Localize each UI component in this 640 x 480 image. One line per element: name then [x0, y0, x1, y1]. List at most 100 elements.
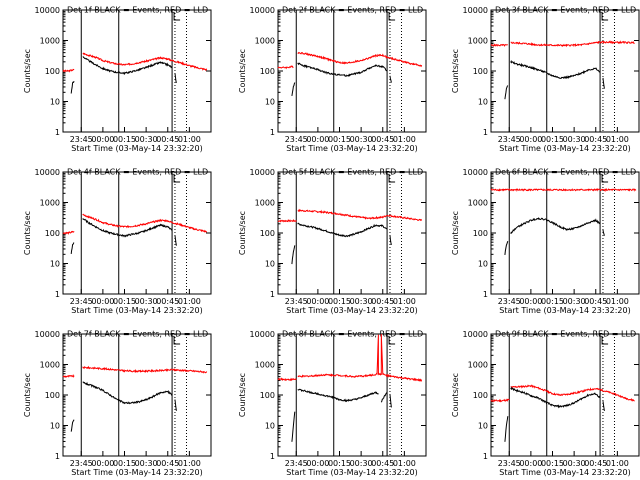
lld-series-line [82, 213, 208, 233]
lld-series-line [297, 51, 423, 68]
y-tick-label: 10000 [35, 168, 60, 177]
x-tick-label: 23:45 [285, 135, 308, 144]
lld-series-line [297, 333, 423, 383]
detector-chart-6: Det 6f BLACK = Events, RED = LLD11010010… [451, 168, 640, 315]
lld-series-line [82, 52, 208, 72]
detector-chart-2: Det 2f BLACK = Events, RED = LLD11010010… [238, 6, 427, 153]
lld-series-line [510, 40, 635, 48]
y-tick-label: 1 [483, 290, 488, 299]
events-series-line [504, 241, 509, 255]
detector-chart-8: Det 8f BLACK = Events, RED = LLD11010010… [238, 330, 427, 477]
events-series-line [380, 391, 388, 403]
x-tick-label: 00:15 [541, 297, 564, 306]
y-tick-label: 1 [55, 290, 60, 299]
x-tick-label: 01:00 [178, 459, 201, 468]
x-tick-label: 23:45 [498, 135, 521, 144]
y-tick-label: 10 [478, 98, 488, 107]
x-tick-label: 00:15 [113, 459, 136, 468]
plot-frame [277, 9, 427, 133]
y-tick-label: 10000 [250, 168, 275, 177]
y-tick-label: 1000 [255, 37, 275, 46]
x-axis-label: Start Time (03-May-14 23:32:20) [286, 468, 417, 477]
y-tick-label: 10000 [463, 6, 488, 15]
lld-series-line [277, 65, 294, 70]
x-tick-label: 00:00 [519, 135, 542, 144]
y-tick-label: 10 [265, 98, 275, 107]
x-tick-label: 23:45 [498, 459, 521, 468]
x-axis-label: Start Time (03-May-14 23:32:20) [499, 144, 630, 153]
y-axis-label: Counts/sec [238, 211, 247, 255]
events-series-line [504, 416, 509, 442]
x-tick-label: 00:15 [328, 297, 351, 306]
x-tick-label: 23:45 [70, 459, 93, 468]
bracket-marker [388, 336, 396, 345]
x-tick-label: 01:00 [393, 297, 416, 306]
y-tick-label: 10000 [35, 6, 60, 15]
y-tick-label: 10 [50, 98, 60, 107]
y-tick-label: 1 [270, 128, 275, 137]
y-tick-label: 1 [270, 290, 275, 299]
y-tick-label: 100 [473, 229, 488, 238]
x-tick-label: 23:45 [70, 297, 93, 306]
x-tick-label: 00:45 [371, 459, 394, 468]
lld-series-line [62, 68, 75, 73]
events-series-line [174, 235, 177, 246]
x-tick-label: 00:30 [350, 135, 373, 144]
x-tick-label: 00:30 [350, 459, 373, 468]
x-tick-label: 01:00 [606, 135, 629, 144]
y-tick-label: 10 [478, 422, 488, 431]
y-tick-label: 100 [45, 391, 60, 400]
lld-series-line [490, 398, 510, 403]
x-tick-label: 00:00 [519, 297, 542, 306]
y-tick-label: 10 [265, 260, 275, 269]
x-tick-label: 00:30 [563, 459, 586, 468]
x-tick-label: 23:45 [498, 297, 521, 306]
y-axis-label: Counts/sec [238, 49, 247, 93]
bracket-marker [601, 336, 609, 345]
bracket-marker [601, 12, 609, 21]
y-axis-label: Counts/sec [23, 211, 32, 255]
y-tick-label: 100 [45, 67, 60, 76]
x-axis-label: Start Time (03-May-14 23:32:20) [71, 306, 202, 315]
x-tick-label: 00:00 [91, 459, 114, 468]
events-series-line [70, 242, 75, 254]
y-axis-label: Counts/sec [451, 373, 460, 417]
bracket-marker [173, 174, 181, 183]
x-tick-label: 00:45 [584, 297, 607, 306]
lld-series-line [490, 187, 637, 193]
y-tick-label: 100 [45, 229, 60, 238]
events-series-line [389, 75, 392, 83]
detector-chart-7: Det 7f BLACK = Events, RED = LLD11010010… [23, 330, 212, 477]
x-tick-label: 00:00 [306, 459, 329, 468]
x-tick-label: 00:30 [135, 459, 158, 468]
y-tick-label: 1 [483, 452, 488, 461]
y-tick-label: 1000 [255, 361, 275, 370]
y-tick-label: 1000 [468, 199, 488, 208]
events-series-line [70, 80, 75, 94]
events-series-line [174, 399, 177, 411]
events-series-line [602, 401, 605, 411]
x-axis-label: Start Time (03-May-14 23:32:20) [499, 306, 630, 315]
bracket-marker [601, 174, 609, 183]
x-axis-label: Start Time (03-May-14 23:32:20) [71, 144, 202, 153]
detector-chart-5: Det 5f BLACK = Events, RED = LLD11010010… [238, 168, 427, 315]
events-series-line [82, 218, 173, 238]
x-tick-label: 00:45 [156, 135, 179, 144]
y-tick-label: 100 [260, 391, 275, 400]
y-tick-label: 10000 [463, 330, 488, 339]
events-series-line [389, 394, 392, 408]
y-tick-label: 10 [50, 260, 60, 269]
x-tick-label: 00:45 [156, 459, 179, 468]
x-tick-label: 01:00 [393, 459, 416, 468]
y-axis-label: Counts/sec [238, 373, 247, 417]
events-series-line [510, 386, 601, 409]
y-tick-label: 100 [260, 229, 275, 238]
x-tick-label: 01:00 [606, 297, 629, 306]
events-series-line [291, 245, 296, 265]
x-tick-label: 00:45 [584, 135, 607, 144]
x-tick-label: 01:00 [178, 297, 201, 306]
x-tick-label: 00:30 [563, 135, 586, 144]
x-tick-label: 00:30 [135, 135, 158, 144]
plot-frame [277, 171, 427, 295]
x-axis-label: Start Time (03-May-14 23:32:20) [286, 144, 417, 153]
